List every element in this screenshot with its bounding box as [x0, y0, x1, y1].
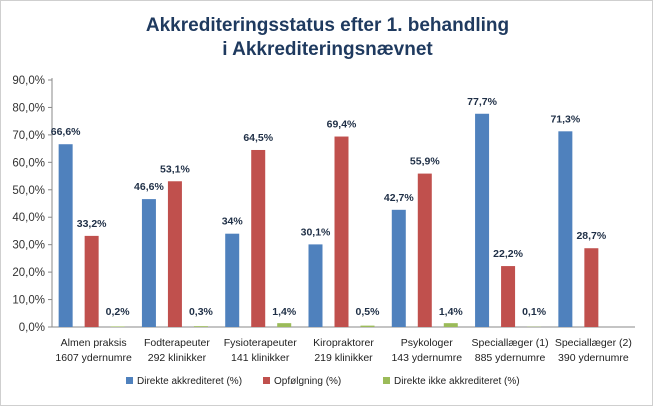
- category-label: Fysioterapeuter: [224, 337, 297, 349]
- data-label: 46,6%: [134, 181, 164, 193]
- y-tick-label: 50,0%: [12, 185, 45, 197]
- legend-swatch: [263, 377, 270, 384]
- category-label: Speciallæger (2): [555, 337, 632, 349]
- y-tick-label: 70,0%: [12, 130, 45, 142]
- bar-2-2: [167, 181, 182, 327]
- category-label: Fodterapeuter: [144, 337, 210, 349]
- bar-3-1: [110, 326, 125, 327]
- data-label: 28,7%: [576, 230, 606, 242]
- legend: Direkte akkrediteret (%) Opfølgning (%) Di…: [126, 376, 520, 387]
- y-tick-label: 30,0%: [12, 240, 45, 252]
- bar-2-3: [251, 149, 266, 327]
- bar-1-3: [225, 233, 240, 327]
- bar-1-7: [558, 131, 573, 327]
- category-label: Psykologer: [401, 337, 453, 349]
- data-label: 42,7%: [384, 192, 414, 204]
- chart-title-line-2: i Akkrediteringsnævnet: [222, 39, 433, 60]
- bar-2-7: [584, 248, 599, 327]
- bar-1-5: [391, 209, 406, 327]
- bar-1-6: [475, 113, 490, 327]
- y-tick-label: 10,0%: [12, 295, 45, 307]
- bar-1-2: [141, 199, 156, 327]
- y-tick-label: 40,0%: [12, 212, 45, 224]
- category-sublabel: 885 ydernumre: [475, 352, 546, 364]
- category-sublabel: 390 ydernumre: [558, 352, 629, 364]
- data-label: 66,6%: [51, 126, 81, 138]
- data-label: 0,2%: [106, 306, 131, 318]
- legend-swatch: [126, 377, 133, 384]
- data-label: 71,3%: [550, 113, 580, 125]
- bar-2-1: [84, 235, 99, 327]
- data-label: 33,2%: [77, 218, 107, 230]
- chart-title-line-1: Akkrediteringsstatus efter 1. behandling: [145, 15, 510, 36]
- data-label: 55,9%: [410, 156, 440, 168]
- bar-2-4: [334, 136, 349, 327]
- bar-2-6: [501, 266, 516, 327]
- bar-3-5: [443, 323, 458, 327]
- y-tick-label: 60,0%: [12, 157, 45, 169]
- category-sublabel: 292 klinikker: [148, 352, 207, 364]
- data-label: 53,1%: [160, 163, 190, 175]
- category-sublabel: 1607 ydernumre: [55, 352, 132, 364]
- data-label: 0,3%: [189, 306, 214, 318]
- data-label: 64,5%: [243, 132, 273, 144]
- category-sublabel: 219 klinikker: [314, 352, 373, 364]
- data-label: 22,2%: [493, 248, 523, 260]
- y-axis: 0,0% 10,0% 20,0% 30,0% 40,0% 50,0% 60,0% 70,0% 8…: [12, 75, 635, 334]
- legend-swatch: [383, 377, 390, 384]
- y-tick-label: 0,0%: [19, 322, 45, 334]
- bar-1-4: [308, 244, 323, 327]
- data-label: 1,4%: [272, 306, 297, 318]
- data-label: 0,5%: [356, 306, 381, 318]
- category-sublabel: 143 ydernumre: [391, 352, 462, 364]
- bar-3-2: [193, 326, 208, 327]
- y-tick-label: 20,0%: [12, 267, 45, 279]
- data-label: 1,4%: [439, 306, 464, 318]
- data-label: 34%: [222, 216, 244, 228]
- category-sublabel: 141 klinikker: [231, 352, 290, 364]
- bars: [58, 113, 599, 327]
- category-label: Almen praksis: [61, 337, 127, 349]
- chart-title: Akkrediteringsstatus efter 1. behandling…: [0, 14, 655, 62]
- legend-label: Direkte ikke akkrediteret (%): [394, 376, 520, 387]
- bar-1-1: [58, 144, 73, 327]
- category-label: Kiropraktorer: [313, 337, 374, 349]
- legend-label: Direkte akkrediteret (%): [137, 376, 242, 387]
- data-label: 69,4%: [327, 119, 357, 131]
- data-label: 0,1%: [522, 306, 547, 318]
- bar-2-5: [417, 173, 432, 327]
- bar-3-3: [277, 323, 292, 327]
- data-labels: 66,6% 46,6% 34% 30,1% 42,7% 77,7% 71,3% 33,2% 53…: [51, 96, 607, 318]
- bar-3-4: [360, 325, 375, 327]
- category-label: Speciallæger (1): [472, 337, 549, 349]
- data-label: 77,7%: [467, 96, 497, 108]
- legend-label: Opfølgning (%): [274, 376, 341, 387]
- x-axis-categories: Almen praksis 1607 ydernumre Fodterapeuter…: [55, 337, 631, 364]
- y-tick-label: 90,0%: [12, 75, 45, 87]
- data-label: 30,1%: [301, 226, 331, 238]
- y-tick-label: 80,0%: [12, 102, 45, 114]
